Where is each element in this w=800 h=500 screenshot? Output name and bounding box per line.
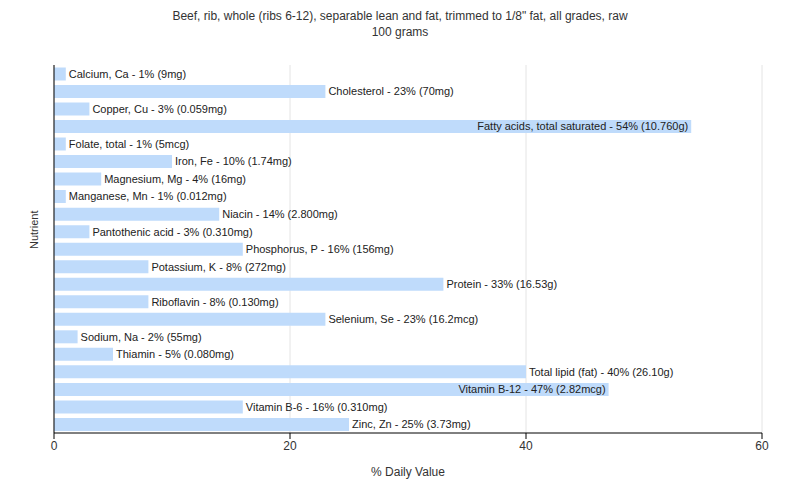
svg-text:Calcium, Ca - 1% (9mg): Calcium, Ca - 1% (9mg) — [69, 68, 186, 80]
svg-text:Zinc, Zn - 25% (3.73mg): Zinc, Zn - 25% (3.73mg) — [352, 418, 471, 430]
svg-text:Vitamin B-12 - 47% (2.82mcg): Vitamin B-12 - 47% (2.82mcg) — [458, 383, 605, 395]
svg-text:Sodium, Na - 2% (55mg): Sodium, Na - 2% (55mg) — [81, 331, 202, 343]
svg-text:Phosphorus, P - 16% (156mg): Phosphorus, P - 16% (156mg) — [246, 243, 394, 255]
svg-text:Vitamin B-6 - 16% (0.310mg): Vitamin B-6 - 16% (0.310mg) — [246, 401, 388, 413]
svg-text:Thiamin - 5% (0.080mg): Thiamin - 5% (0.080mg) — [116, 348, 234, 360]
html-text:Beef, rib, whole (ribs 6-12),: Beef, rib, whole (ribs 6-12), separable … — [172, 9, 628, 23]
svg-text:20: 20 — [283, 439, 297, 453]
svg-text:40: 40 — [519, 439, 533, 453]
svg-text:Fatty acids, total saturated -: Fatty acids, total saturated - 54% (10.7… — [477, 120, 688, 132]
svg-text:Magnesium, Mg - 4% (16mg): Magnesium, Mg - 4% (16mg) — [104, 173, 246, 185]
svg-text:Selenium, Se - 23% (16.2mcg): Selenium, Se - 23% (16.2mcg) — [328, 313, 478, 325]
svg-text:Folate, total - 1% (5mcg): Folate, total - 1% (5mcg) — [69, 138, 189, 150]
svg-text:Iron, Fe - 10% (1.74mg): Iron, Fe - 10% (1.74mg) — [175, 155, 292, 167]
svg-text:0: 0 — [51, 439, 58, 453]
svg-text:Copper, Cu - 3% (0.059mg): Copper, Cu - 3% (0.059mg) — [92, 103, 227, 115]
svg-text:Nutrient: Nutrient — [28, 210, 40, 249]
svg-text:% Daily Value: % Daily Value — [371, 465, 445, 479]
svg-text:Cholesterol - 23% (70mg): Cholesterol - 23% (70mg) — [328, 85, 453, 97]
svg-text:Niacin - 14% (2.800mg): Niacin - 14% (2.800mg) — [222, 208, 338, 220]
svg-text:60: 60 — [755, 439, 769, 453]
svg-text:Total lipid (fat) - 40% (26.10: Total lipid (fat) - 40% (26.10g) — [529, 366, 673, 378]
svg-text:Pantothenic acid - 3% (0.310mg: Pantothenic acid - 3% (0.310mg) — [92, 226, 252, 238]
svg-text:Potassium, K - 8% (272mg): Potassium, K - 8% (272mg) — [151, 261, 286, 273]
svg-text:Riboflavin - 8% (0.130mg): Riboflavin - 8% (0.130mg) — [151, 296, 278, 308]
svg-text:Manganese, Mn - 1% (0.012mg): Manganese, Mn - 1% (0.012mg) — [69, 190, 227, 202]
html-text:100 grams: 100 grams — [371, 25, 429, 39]
svg-text:Protein - 33% (16.53g): Protein - 33% (16.53g) — [446, 278, 557, 290]
